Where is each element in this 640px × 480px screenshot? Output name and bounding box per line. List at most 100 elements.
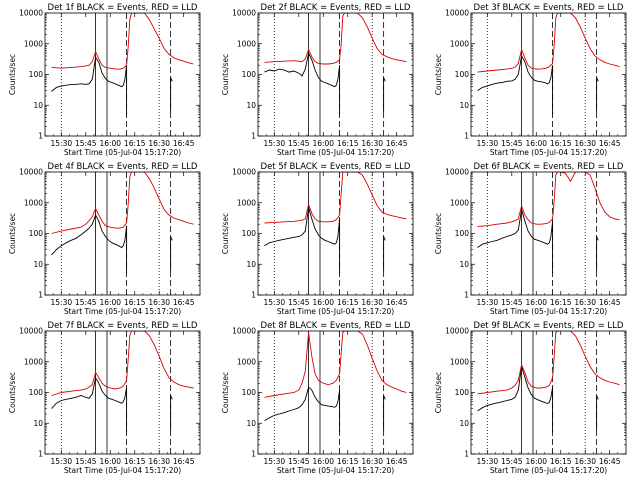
x-tick-label: 15:45 bbox=[501, 139, 523, 148]
x-tick-label: 15:45 bbox=[75, 139, 97, 148]
series-line-events bbox=[51, 56, 128, 115]
y-tick-label: 1000 bbox=[450, 357, 469, 366]
y-tick-label: 10000 bbox=[19, 327, 43, 336]
y-tick-label: 10000 bbox=[232, 327, 256, 336]
panel-3: Det 3f BLACK = Events, RED = LLD 1 10 100 10… bbox=[434, 3, 627, 157]
y-axis-label: Counts/sec bbox=[8, 372, 17, 413]
y-tick-label: 1000 bbox=[237, 357, 256, 366]
series-line-lld bbox=[51, 13, 194, 70]
x-axis-label: Start Time (05-Jul-04 15:17:20) bbox=[490, 307, 607, 316]
x-tick-label: 15:30 bbox=[51, 298, 73, 307]
x-tick-label: 16:15 bbox=[550, 298, 572, 307]
x-tick-label: 15:30 bbox=[264, 298, 286, 307]
y-tick-label: 1 bbox=[251, 291, 256, 300]
series-line-events-late- bbox=[383, 77, 386, 113]
x-tick-label: 16:30 bbox=[361, 457, 383, 466]
y-tick-label: 10000 bbox=[232, 9, 256, 18]
series-line-lld bbox=[477, 331, 620, 395]
x-tick-label: 16:00 bbox=[525, 139, 547, 148]
panel-title: Det 4f BLACK = Events, RED = LLD bbox=[48, 162, 198, 172]
y-axis-label: Counts/sec bbox=[434, 54, 443, 95]
x-tick-label: 16:30 bbox=[148, 457, 170, 466]
x-tick-label: 16:30 bbox=[574, 457, 596, 466]
x-tick-label: 16:15 bbox=[337, 139, 359, 148]
series-line-lld bbox=[51, 172, 194, 234]
series-line-lld bbox=[477, 13, 620, 73]
series-line-events bbox=[477, 54, 554, 115]
y-tick-label: 1 bbox=[464, 291, 469, 300]
x-tick-label: 15:45 bbox=[501, 298, 523, 307]
series-line-lld bbox=[51, 331, 194, 396]
panel-9: Det 9f BLACK = Events, RED = LLD 1 10 100 10… bbox=[434, 321, 627, 475]
panel-title: Det 2f BLACK = Events, RED = LLD bbox=[261, 3, 411, 13]
x-tick-label: 16:15 bbox=[124, 457, 146, 466]
x-tick-label: 16:30 bbox=[574, 139, 596, 148]
y-tick-label: 10000 bbox=[232, 168, 256, 177]
y-tick-label: 10 bbox=[33, 260, 43, 269]
x-tick-label: 15:45 bbox=[75, 457, 97, 466]
y-tick-label: 100 bbox=[242, 229, 257, 238]
y-axis-label: Counts/sec bbox=[8, 54, 17, 95]
series-line-events-late- bbox=[596, 236, 599, 272]
y-axis-label: Counts/sec bbox=[221, 54, 230, 95]
x-tick-label: 16:45 bbox=[173, 457, 195, 466]
x-tick-label: 16:45 bbox=[599, 457, 621, 466]
x-tick-label: 16:30 bbox=[148, 298, 170, 307]
y-tick-label: 100 bbox=[242, 70, 257, 79]
plot-frame bbox=[44, 12, 201, 137]
x-tick-label: 15:45 bbox=[288, 457, 310, 466]
series-line-events bbox=[477, 209, 554, 274]
x-tick-label: 16:15 bbox=[337, 457, 359, 466]
x-tick-label: 15:45 bbox=[501, 457, 523, 466]
y-axis-label: Counts/sec bbox=[434, 213, 443, 254]
x-tick-label: 16:45 bbox=[599, 139, 621, 148]
y-tick-label: 1000 bbox=[24, 357, 43, 366]
x-tick-label: 16:00 bbox=[312, 298, 334, 307]
panel-title: Det 5f BLACK = Events, RED = LLD bbox=[261, 162, 411, 172]
series-line-events bbox=[51, 376, 128, 433]
panel-title: Det 8f BLACK = Events, RED = LLD bbox=[261, 321, 411, 331]
x-tick-label: 16:45 bbox=[599, 298, 621, 307]
panel-5: Det 5f BLACK = Events, RED = LLD 1 10 100 10… bbox=[221, 162, 414, 316]
series-line-events bbox=[264, 51, 341, 115]
series-line-events bbox=[264, 207, 341, 274]
series-line-lld bbox=[264, 331, 407, 398]
plot-frame bbox=[470, 330, 627, 455]
x-axis-label: Start Time (05-Jul-04 15:17:20) bbox=[490, 466, 607, 475]
x-tick-label: 15:30 bbox=[51, 457, 73, 466]
x-tick-label: 15:45 bbox=[75, 298, 97, 307]
series-line-lld bbox=[477, 172, 620, 227]
y-tick-label: 100 bbox=[29, 388, 44, 397]
x-tick-label: 16:00 bbox=[525, 457, 547, 466]
x-tick-label: 16:45 bbox=[173, 139, 195, 148]
y-tick-label: 1 bbox=[464, 132, 469, 141]
y-tick-label: 10 bbox=[33, 101, 43, 110]
panel-title: Det 1f BLACK = Events, RED = LLD bbox=[48, 3, 198, 13]
y-tick-label: 1000 bbox=[237, 39, 256, 48]
plot-frame bbox=[470, 171, 627, 296]
panel-7: Det 7f BLACK = Events, RED = LLD 1 10 100 10… bbox=[8, 321, 201, 475]
y-tick-label: 1000 bbox=[450, 39, 469, 48]
x-tick-label: 16:15 bbox=[550, 457, 572, 466]
x-tick-label: 16:30 bbox=[361, 139, 383, 148]
y-tick-label: 10000 bbox=[19, 9, 43, 18]
y-tick-label: 1 bbox=[464, 450, 469, 459]
series-line-events bbox=[477, 366, 554, 433]
series-line-lld bbox=[264, 13, 407, 65]
plot-frame bbox=[257, 171, 414, 296]
y-tick-label: 100 bbox=[29, 229, 44, 238]
y-tick-label: 1000 bbox=[24, 39, 43, 48]
x-tick-label: 16:15 bbox=[124, 298, 146, 307]
series-line-events-late- bbox=[596, 395, 599, 431]
series-line-events-late- bbox=[170, 236, 173, 272]
series-line-events-late- bbox=[383, 395, 386, 431]
y-tick-label: 100 bbox=[455, 388, 470, 397]
x-tick-label: 16:00 bbox=[312, 457, 334, 466]
x-tick-label: 16:00 bbox=[99, 298, 121, 307]
x-tick-label: 15:30 bbox=[477, 298, 499, 307]
series-line-events-late- bbox=[170, 395, 173, 431]
plot-frame bbox=[44, 171, 201, 296]
x-axis-label: Start Time (05-Jul-04 15:17:20) bbox=[64, 466, 181, 475]
panel-1: Det 1f BLACK = Events, RED = LLD 1 10 100 10… bbox=[8, 3, 201, 157]
